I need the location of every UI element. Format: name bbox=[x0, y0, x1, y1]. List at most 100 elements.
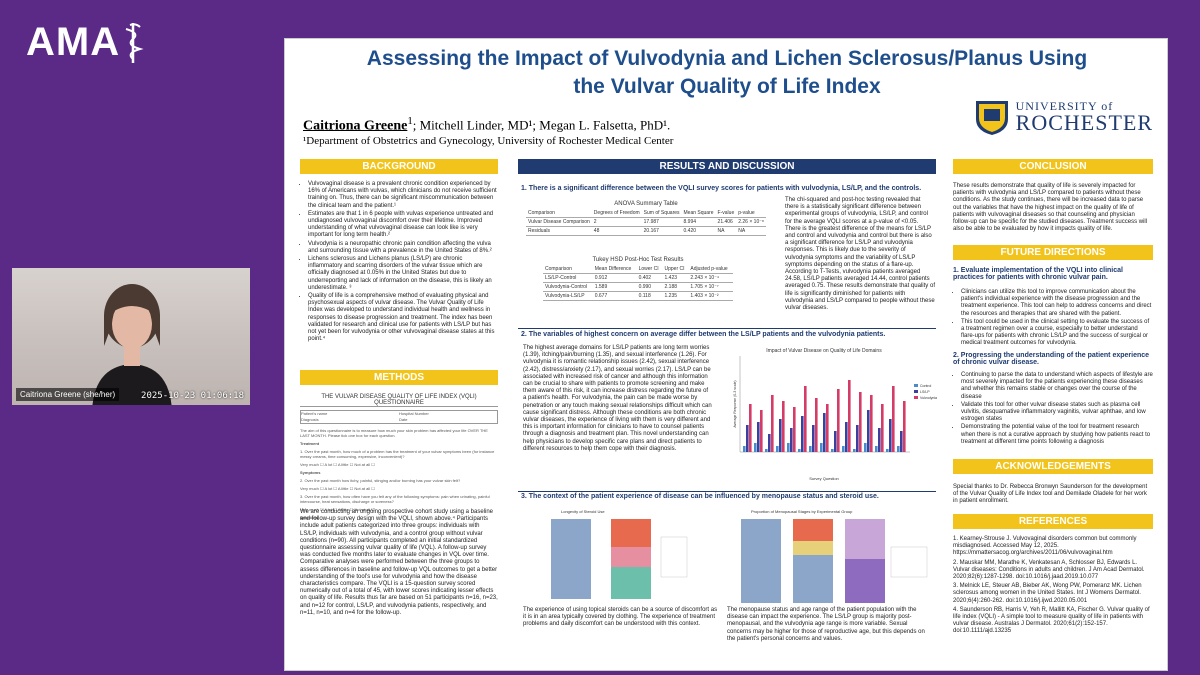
bar bbox=[754, 443, 757, 452]
results-h2: 2. The variables of highest concern on a… bbox=[521, 331, 886, 338]
svg-text:Control: Control bbox=[920, 384, 932, 388]
table-header: Lower CI bbox=[636, 265, 663, 274]
table-cell: 0.912 bbox=[592, 273, 637, 283]
timestamp: 2025-10-23 01:06:18 bbox=[141, 391, 244, 401]
table-header: Degrees of Freedom bbox=[591, 209, 642, 218]
bar bbox=[903, 401, 906, 452]
bar bbox=[790, 428, 793, 452]
table-cell: 1.403 × 10⁻² bbox=[688, 291, 733, 301]
bar bbox=[743, 446, 746, 452]
university-name: ROCHESTER bbox=[1015, 110, 1153, 135]
svg-text:Proportion of Menopausal Stage: Proportion of Menopausal Stages by Exper… bbox=[751, 509, 853, 514]
table-row: Vulvar Disease Comparison 2 17.987 8.994 21.… bbox=[526, 217, 766, 227]
university-of: UNIVERSITY of bbox=[1015, 99, 1114, 113]
conclusion-heading: CONCLUSION bbox=[953, 159, 1153, 174]
table-cell: 8.994 bbox=[681, 217, 716, 227]
bar bbox=[815, 398, 818, 452]
table-header-row: Comparison Mean Difference Lower CI Upper C… bbox=[543, 265, 733, 274]
results-text-3b: The menopause status and age range of th… bbox=[727, 607, 925, 642]
bar bbox=[782, 401, 785, 452]
table-header: Comparison bbox=[526, 209, 592, 218]
poster: Assessing the Impact of Vulvodynia and L… bbox=[284, 38, 1168, 671]
bar bbox=[842, 446, 845, 452]
bar bbox=[875, 446, 878, 452]
results-text-1: The chi-squared and post-hoc testing rev… bbox=[785, 197, 935, 312]
methods-text: We are conducting an ongoing prospective… bbox=[300, 509, 498, 616]
ama-logo: AMA bbox=[26, 20, 144, 65]
bar bbox=[809, 446, 812, 452]
background-text: Vulvovaginal disease is a prevalent chro… bbox=[300, 181, 498, 344]
table-cell: 21.406 bbox=[715, 217, 737, 227]
table-cell: 20.167 bbox=[641, 226, 682, 236]
bar bbox=[886, 449, 889, 452]
table-header: Adjusted p-value bbox=[688, 265, 733, 274]
bar bbox=[889, 419, 892, 452]
bar bbox=[831, 449, 834, 452]
bar bbox=[760, 410, 763, 452]
future-h2: 2. Progressing the understanding of the … bbox=[953, 352, 1150, 366]
bar bbox=[779, 419, 782, 452]
bar bbox=[856, 425, 859, 452]
svg-text:Longevity of Steroid Use: Longevity of Steroid Use bbox=[561, 509, 605, 514]
future-list-2: Continuing to parse the data to understa… bbox=[953, 372, 1153, 447]
bar bbox=[859, 392, 862, 452]
bar bbox=[834, 431, 837, 452]
table-header: Upper CI bbox=[662, 265, 689, 274]
table-header: Comparison bbox=[543, 265, 593, 274]
speaker-video bbox=[92, 284, 172, 405]
table-cell: Residuals bbox=[526, 226, 592, 236]
table-cell: 0.990 bbox=[636, 282, 663, 292]
table-cell: 1.589 bbox=[592, 282, 637, 292]
svg-text:Survey Question: Survey Question bbox=[809, 476, 839, 481]
table-row: Vulvodynia-LS/LP 0.677 0.118 1.235 1.403 × 1… bbox=[543, 291, 733, 301]
table-cell: LS/LP-Control bbox=[543, 273, 593, 283]
video-tile: Caitriona Greene (she/her) 2025-10-23 01… bbox=[12, 268, 250, 405]
table-header: p-value bbox=[736, 209, 766, 218]
table-header: F-value bbox=[715, 209, 737, 218]
bar bbox=[878, 428, 881, 452]
table-cell: 1.423 bbox=[662, 273, 689, 283]
future-list-1: Clinicians can utilize this tool to impr… bbox=[953, 289, 1153, 349]
bar bbox=[801, 416, 804, 452]
future-h1: 1. Evaluate implementation of the VQLI i… bbox=[953, 267, 1123, 281]
table-cell: 0.677 bbox=[592, 291, 637, 301]
menopause-chart: Proportion of Menopausal Stages by Exper… bbox=[741, 509, 928, 603]
bar bbox=[892, 386, 895, 452]
bar bbox=[867, 410, 870, 452]
domain-bar-chart: Impact of Vulvar Disease on Quality of L… bbox=[733, 348, 937, 481]
table-cell: 2.243 × 10⁻⁴ bbox=[688, 273, 733, 283]
table-cell: 2 bbox=[591, 217, 642, 227]
svg-text:Impact of Vulvar Disease on Qu: Impact of Vulvar Disease on Quality of L… bbox=[766, 348, 882, 354]
table-cell: 1.235 bbox=[662, 291, 689, 301]
table-header: Mean Square bbox=[681, 209, 716, 218]
tukey-table: Tukey HSD Post-Hoc Test Results Comparis… bbox=[543, 257, 733, 301]
results-text-3a: The experience of using topical steroids… bbox=[523, 607, 718, 628]
bar bbox=[793, 407, 796, 452]
conclusion-text: These results demonstrate that quality o… bbox=[953, 183, 1148, 233]
university-seal-icon bbox=[975, 101, 1008, 135]
university-logo: UNIVERSITY of ROCHESTER bbox=[972, 97, 1153, 137]
bar bbox=[804, 386, 807, 452]
svg-text:Vulvodynia: Vulvodynia bbox=[920, 396, 937, 400]
bar bbox=[823, 413, 826, 452]
table-row: LS/LP-Control 0.912 0.402 1.423 2.243 × 10⁻⁴ bbox=[543, 273, 733, 283]
authors: Caitriona Greene1; Mitchell Linder, MD¹;… bbox=[303, 115, 671, 134]
affiliation: ¹Department of Obstetrics and Gynecology… bbox=[303, 135, 674, 147]
bar bbox=[900, 431, 903, 452]
table-cell: 17.987 bbox=[641, 217, 682, 227]
poster-title: Assessing the Impact of Vulvodynia and L… bbox=[366, 47, 1088, 98]
bar bbox=[848, 380, 851, 452]
anova-table: ANOVA Summary Table Comparison Degrees of… bbox=[526, 201, 766, 236]
bar bbox=[771, 395, 774, 452]
future-heading: FUTURE DIRECTIONS bbox=[953, 245, 1153, 260]
bar bbox=[749, 404, 752, 452]
table-cell: NA bbox=[736, 226, 766, 236]
bar bbox=[845, 422, 848, 452]
table-row: Residuals 48 20.167 0.420 NA NA bbox=[526, 226, 766, 236]
bar bbox=[897, 446, 900, 452]
bar bbox=[746, 425, 749, 452]
svg-text:LS/LP: LS/LP bbox=[920, 390, 930, 394]
table-cell: 2.26 × 10⁻⁸ bbox=[736, 217, 766, 227]
table-header: Sum of Squares bbox=[641, 209, 682, 218]
table-cell: 1.705 × 10⁻⁷ bbox=[688, 282, 733, 292]
